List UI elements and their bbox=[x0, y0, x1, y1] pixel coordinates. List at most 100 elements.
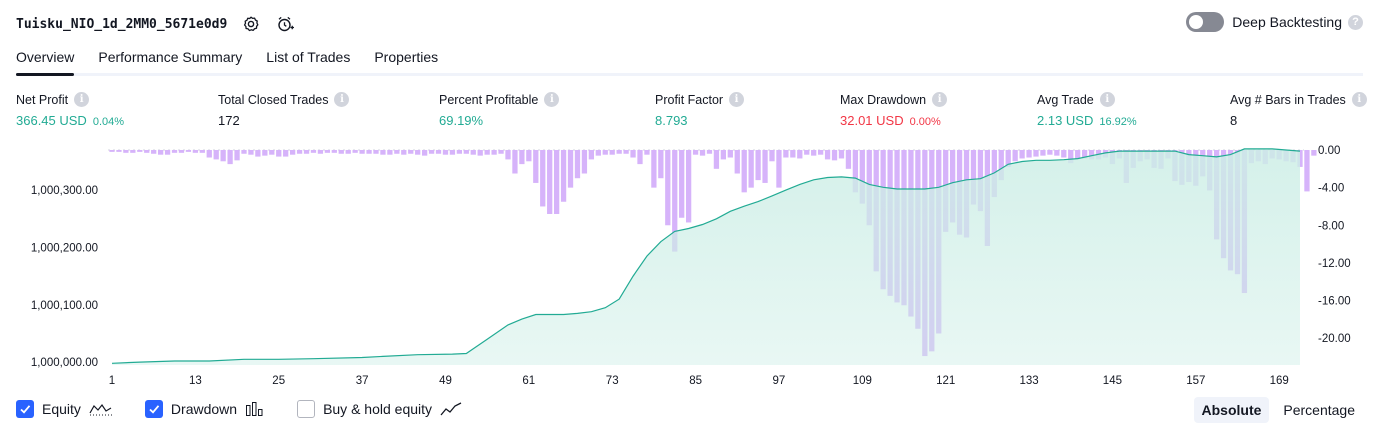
drawdown-bar bbox=[137, 150, 143, 152]
legend-equity[interactable]: Equity bbox=[16, 400, 113, 418]
tab-list-of-trades[interactable]: List of Trades bbox=[266, 49, 351, 65]
metric-label: Avg # Bars in Trades bbox=[1230, 92, 1346, 107]
drawdown-bar bbox=[206, 150, 212, 158]
drawdown-bar bbox=[540, 150, 546, 207]
drawdown-bar bbox=[602, 150, 608, 155]
drawdown-bar bbox=[213, 150, 219, 160]
drawdown-bar bbox=[519, 150, 525, 165]
drawdown-bar bbox=[1054, 150, 1060, 156]
drawdown-bar bbox=[192, 150, 199, 153]
drawdown-bar bbox=[616, 150, 622, 154]
drawdown-bar bbox=[790, 150, 796, 158]
metric-percent: 0.04% bbox=[92, 116, 125, 128]
deep-backtesting-toggle[interactable] bbox=[1186, 12, 1225, 32]
percentage-button[interactable]: Percentage bbox=[1283, 402, 1355, 418]
gear-icon[interactable] bbox=[241, 14, 261, 34]
metric-value: 366.45 USD bbox=[16, 113, 87, 128]
drawdown-checkbox[interactable] bbox=[144, 400, 163, 418]
drawdown-bar bbox=[477, 150, 483, 156]
x-axis-tick: 85 bbox=[689, 375, 702, 387]
drawdown-bar bbox=[276, 150, 282, 157]
absolute-button[interactable]: Absolute bbox=[1193, 397, 1270, 423]
drawdown-bar bbox=[463, 150, 469, 154]
drawdown-bar bbox=[130, 150, 136, 153]
chart-legend: Equity Drawdown Buy & hold equity bbox=[16, 400, 494, 418]
x-axis-tick: 109 bbox=[853, 375, 872, 387]
drawdown-bar bbox=[164, 150, 171, 155]
scale-mode-switch: Absolute Percentage bbox=[1188, 397, 1364, 423]
metric-value: 8.793 bbox=[655, 113, 688, 128]
drawdown-bar bbox=[387, 150, 393, 155]
drawdown-bar bbox=[123, 150, 129, 153]
right-axis-tick: -16.00 bbox=[1318, 296, 1351, 308]
legend-equity-label: Equity bbox=[42, 401, 81, 417]
drawdown-bar bbox=[706, 150, 713, 154]
x-axis: 1 13 25 37 49 61 73 85 97 109 121 133 145 157 169 bbox=[109, 375, 1289, 387]
drawdown-bar bbox=[484, 150, 490, 155]
drawdown-bar bbox=[748, 150, 754, 188]
metric-label: Percent Profitable bbox=[439, 92, 539, 107]
drawdown-bar bbox=[699, 150, 706, 156]
tab-performance-summary[interactable]: Performance Summary bbox=[98, 49, 243, 65]
equity-drawdown-chart[interactable]: 1,000,000.00 1,000,100.00 1,000,200.00 1,00… bbox=[0, 140, 1379, 390]
drawdown-bar bbox=[783, 150, 789, 158]
metric-avg-bars-in-trades: Avg # Bars in Trades i 8 bbox=[1230, 92, 1367, 128]
drawdown-bar bbox=[1033, 150, 1039, 157]
info-icon[interactable]: i bbox=[74, 92, 90, 107]
equity-icon bbox=[89, 402, 113, 416]
metric-net-profit: Net Profit i 366.45 USD 0.04% bbox=[16, 92, 124, 128]
drawdown-bar bbox=[692, 150, 699, 155]
drawdown-bar bbox=[470, 150, 476, 155]
x-axis-tick: 49 bbox=[439, 375, 452, 387]
right-axis-tick: -20.00 bbox=[1318, 333, 1351, 345]
drawdown-bar bbox=[255, 150, 261, 157]
help-icon[interactable]: ? bbox=[1348, 14, 1363, 30]
legend-drawdown-label: Drawdown bbox=[170, 401, 238, 417]
equity-area bbox=[112, 148, 1300, 365]
drawdown-bar bbox=[331, 150, 337, 153]
legend-drawdown[interactable]: Drawdown bbox=[144, 400, 265, 418]
drawdown-bar bbox=[811, 150, 817, 156]
left-axis-tick: 1,000,300.00 bbox=[31, 185, 98, 197]
drawdown-bar bbox=[845, 150, 852, 169]
drawdown-bar bbox=[630, 150, 636, 158]
info-icon[interactable]: i bbox=[729, 92, 745, 107]
drawdown-bar bbox=[116, 150, 122, 152]
header: Tuisku_NIO_1d_2MM0_5671e0d9 bbox=[16, 10, 295, 38]
deep-backtesting-label: Deep Backtesting bbox=[1232, 14, 1342, 30]
drawdown-bar bbox=[262, 150, 268, 156]
drawdown-bar bbox=[1012, 150, 1018, 162]
drawdown-bar bbox=[526, 150, 532, 162]
drawdown-bar bbox=[838, 150, 845, 159]
equity-checkbox[interactable] bbox=[16, 400, 34, 418]
drawdown-bar bbox=[317, 150, 324, 154]
left-axis-tick: 1,000,200.00 bbox=[31, 243, 98, 255]
info-icon[interactable]: i bbox=[1099, 92, 1115, 107]
drawdown-bar bbox=[449, 150, 456, 155]
drawdown-bar bbox=[248, 150, 254, 155]
buy-hold-checkbox[interactable] bbox=[297, 400, 316, 418]
info-icon[interactable]: i bbox=[1351, 92, 1367, 107]
drawdown-bar bbox=[428, 150, 435, 154]
tab-overview[interactable]: Overview bbox=[16, 42, 75, 76]
left-axis-tick: 1,000,100.00 bbox=[31, 300, 98, 312]
metric-total-closed-trades: Total Closed Trades i 172 bbox=[218, 92, 350, 128]
legend-buy-hold[interactable]: Buy & hold equity bbox=[297, 400, 462, 418]
drawdown-bar bbox=[553, 150, 560, 214]
info-icon[interactable]: i bbox=[544, 92, 560, 107]
drawdown-bar bbox=[415, 150, 421, 155]
drawdown-bar bbox=[685, 150, 692, 223]
drawdown-bar bbox=[505, 150, 511, 160]
drawdown-bar bbox=[234, 150, 240, 161]
drawdown-bar bbox=[338, 150, 344, 154]
info-icon[interactable]: i bbox=[334, 92, 350, 107]
alarm-clock-plus-icon[interactable] bbox=[275, 14, 295, 34]
drawdown-bar bbox=[651, 150, 657, 188]
drawdown-bar bbox=[220, 150, 226, 162]
info-icon[interactable]: i bbox=[932, 92, 948, 107]
right-axis-tick: -4.00 bbox=[1318, 183, 1344, 195]
drawdown-bar bbox=[859, 150, 865, 204]
tab-properties[interactable]: Properties bbox=[374, 49, 439, 65]
drawdown-bar bbox=[574, 150, 581, 179]
x-axis-tick: 1 bbox=[109, 375, 115, 387]
